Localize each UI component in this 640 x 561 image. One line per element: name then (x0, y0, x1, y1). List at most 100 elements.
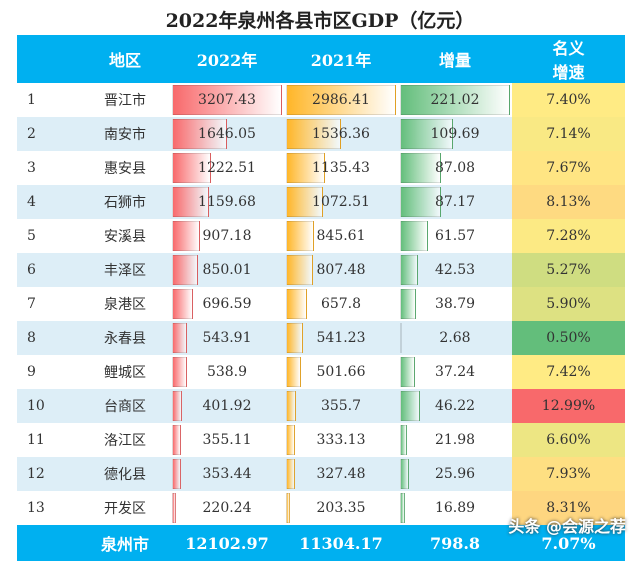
cell-value: 1072.51 (312, 194, 370, 210)
cell-index: 1 (17, 83, 80, 117)
cell-increase: 46.22 (398, 389, 512, 423)
cell-value: 5.90% (546, 296, 591, 312)
data-bar (172, 289, 193, 319)
data-bar (400, 187, 441, 217)
data-bar (172, 493, 176, 523)
cell-value: 7.93% (546, 466, 591, 482)
cell-growth: 8.13% (512, 185, 625, 219)
cell-growth: 7.40% (512, 83, 625, 117)
table-row: 11 洛江区 355.11 333.13 21.98 6.60% (17, 423, 625, 457)
cell-index: 3 (17, 151, 80, 185)
data-bar (286, 85, 396, 115)
header-growth: 名义 增速 (512, 35, 625, 83)
cell-value: 台商区 (104, 399, 146, 415)
cell-region: 鲤城区 (80, 355, 170, 389)
cell-value: 2 (27, 126, 36, 142)
data-bar (286, 119, 341, 149)
table-row: 7 泉港区 696.59 657.8 38.79 5.90% (17, 287, 625, 321)
cell-value: 5.27% (546, 262, 591, 278)
cell-value: 洛江区 (104, 433, 146, 449)
cell-value: 21.98 (434, 432, 476, 448)
data-bar (172, 323, 188, 353)
cell-increase: 61.57 (398, 219, 512, 253)
cell-value: 11 (27, 432, 45, 448)
cell-gdp-2022: 907.18 (170, 219, 284, 253)
cell-value: 37.24 (434, 364, 476, 380)
cell-value: 2986.41 (312, 92, 370, 108)
cell-gdp-2021: 845.61 (284, 219, 398, 253)
cell-gdp-2022: 401.92 (170, 389, 284, 423)
cell-value: 541.23 (316, 330, 366, 346)
cell-gdp-2022: 696.59 (170, 287, 284, 321)
table-row: 3 惠安县 1222.51 1135.43 87.08 7.67% (17, 151, 625, 185)
cell-growth: 7.93% (512, 457, 625, 491)
cell-value: 221.02 (430, 92, 480, 108)
cell-gdp-2021: 541.23 (284, 321, 398, 355)
cell-value: 安溪县 (104, 229, 146, 245)
cell-index: 4 (17, 185, 80, 219)
cell-region: 开发区 (80, 491, 170, 525)
cell-value: 6.60% (546, 432, 591, 448)
cell-index: 8 (17, 321, 80, 355)
data-bar (172, 255, 199, 285)
data-bar (172, 187, 210, 217)
header-row: 地区 2022年 2021年 增量 名义 增速 (17, 35, 625, 83)
data-bar (172, 391, 183, 421)
cell-value: 109.69 (430, 126, 480, 142)
cell-region: 南安市 (80, 117, 170, 151)
cell-value: 惠安县 (104, 161, 146, 177)
cell-gdp-2022: 1646.05 (170, 117, 284, 151)
cell-value: 850.01 (202, 262, 252, 278)
cell-growth: 6.60% (512, 423, 625, 457)
total-region: 泉州市 (80, 525, 170, 561)
cell-value: 6 (27, 262, 36, 278)
data-bar (172, 85, 282, 115)
cell-gdp-2021: 1135.43 (284, 151, 398, 185)
cell-region: 晋江市 (80, 83, 170, 117)
table-row: 4 石狮市 1159.68 1072.51 87.17 8.13% (17, 185, 625, 219)
cell-region: 惠安县 (80, 151, 170, 185)
cell-growth: 0.50% (512, 321, 625, 355)
cell-value: 401.92 (202, 398, 252, 414)
cell-value: 南安市 (104, 127, 146, 143)
cell-value: 8 (27, 330, 36, 346)
cell-increase: 42.53 (398, 253, 512, 287)
cell-value: 德化县 (104, 467, 146, 483)
cell-value: 1222.51 (198, 160, 256, 176)
cell-value: 7.40% (546, 92, 591, 108)
cell-region: 台商区 (80, 389, 170, 423)
cell-value: 7.14% (546, 126, 591, 142)
data-bar (172, 357, 188, 387)
cell-gdp-2022: 1159.68 (170, 185, 284, 219)
cell-increase: 21.98 (398, 423, 512, 457)
cell-gdp-2021: 203.35 (284, 491, 398, 525)
data-bar (172, 459, 181, 489)
cell-growth: 7.28% (512, 219, 625, 253)
cell-value: 538.9 (206, 364, 248, 380)
data-bar (400, 289, 416, 319)
cell-gdp-2022: 850.01 (170, 253, 284, 287)
header-2022: 2022年 (170, 35, 284, 83)
cell-region: 洛江区 (80, 423, 170, 457)
data-bar (400, 425, 408, 455)
cell-gdp-2022: 220.24 (170, 491, 284, 525)
data-bar (286, 153, 326, 183)
cell-value: 开发区 (104, 501, 146, 517)
total-growth: 7.07% (512, 525, 625, 561)
header-index (17, 35, 80, 83)
cell-value: 1 (27, 92, 36, 108)
cell-value: 12 (27, 466, 45, 482)
cell-value: 泉港区 (104, 297, 146, 313)
data-bar (400, 459, 410, 489)
cell-value: 501.66 (316, 364, 366, 380)
data-bar (286, 357, 302, 387)
cell-index: 5 (17, 219, 80, 253)
data-bar (400, 323, 402, 353)
cell-increase: 37.24 (398, 355, 512, 389)
cell-value: 907.18 (202, 228, 252, 244)
data-bar (172, 425, 181, 455)
data-bar (400, 357, 416, 387)
cell-region: 泉港区 (80, 287, 170, 321)
data-bar (286, 323, 303, 353)
cell-value: 203.35 (316, 500, 366, 516)
